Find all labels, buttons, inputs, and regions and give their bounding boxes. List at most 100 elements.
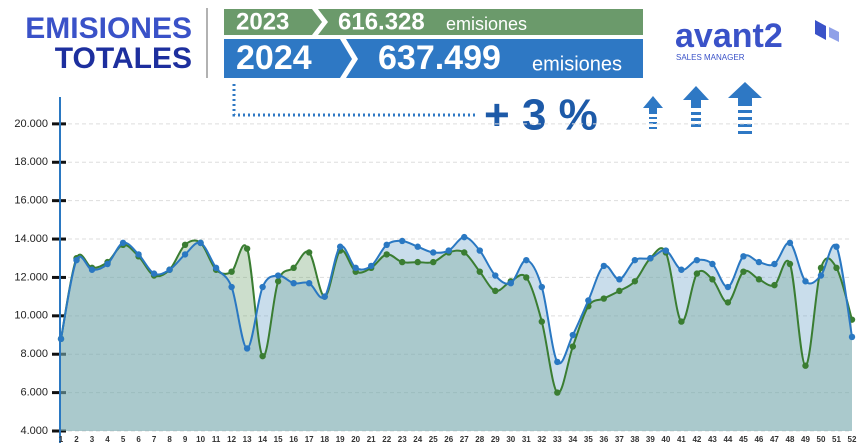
point bbox=[724, 283, 732, 291]
x-tick-label: 46 bbox=[754, 435, 763, 444]
point bbox=[104, 260, 111, 268]
badge bbox=[224, 9, 322, 35]
y-tick-label: 20.000 bbox=[14, 118, 48, 130]
x-tick-label: 39 bbox=[646, 435, 655, 444]
point bbox=[150, 270, 158, 277]
point bbox=[709, 276, 716, 283]
logo: avant2 bbox=[675, 17, 783, 55]
point bbox=[554, 389, 561, 396]
x-tick-label: 41 bbox=[677, 435, 686, 444]
point bbox=[740, 268, 747, 275]
area bbox=[61, 237, 852, 431]
point bbox=[833, 264, 840, 272]
point bbox=[73, 256, 80, 264]
point bbox=[817, 272, 825, 279]
x-tick-label: 23 bbox=[398, 435, 407, 444]
x-tick-label: 9 bbox=[183, 435, 188, 444]
x-tick-label: 49 bbox=[801, 435, 810, 444]
point bbox=[336, 243, 344, 250]
x-tick-label: 22 bbox=[382, 435, 391, 444]
point bbox=[755, 276, 763, 283]
y-tick-label: 8.000 bbox=[20, 348, 48, 360]
x-tick-label: 35 bbox=[584, 435, 593, 444]
point bbox=[678, 318, 685, 325]
unit-label: emisiones bbox=[532, 53, 622, 75]
x-tick-label: 13 bbox=[243, 435, 252, 444]
point bbox=[321, 293, 328, 300]
x-tick-label: 40 bbox=[661, 435, 670, 444]
point bbox=[290, 264, 297, 272]
point bbox=[507, 279, 514, 287]
point bbox=[616, 287, 623, 295]
point bbox=[166, 266, 173, 273]
point bbox=[600, 295, 608, 302]
point bbox=[740, 253, 747, 260]
unit-label: emisiones bbox=[446, 14, 527, 34]
year-label: 2024 bbox=[236, 39, 312, 77]
line bbox=[60, 236, 853, 365]
point bbox=[600, 262, 608, 270]
point bbox=[538, 318, 546, 325]
point bbox=[414, 258, 421, 266]
point bbox=[399, 237, 406, 245]
y-tick-label: 14.000 bbox=[14, 233, 48, 245]
x-tick-label: 43 bbox=[708, 435, 717, 444]
point bbox=[274, 272, 282, 279]
x-tick-label: 17 bbox=[305, 435, 314, 444]
point bbox=[569, 331, 577, 339]
point bbox=[554, 358, 561, 366]
x-tick-label: 2 bbox=[74, 435, 79, 444]
x-tick-label: 15 bbox=[274, 435, 283, 444]
point bbox=[786, 239, 794, 247]
y-tick-label: 4.000 bbox=[20, 425, 48, 437]
x-tick-label: 30 bbox=[506, 435, 515, 444]
x-tick-label: 52 bbox=[848, 435, 857, 444]
x-tick-label: 42 bbox=[692, 435, 701, 444]
point bbox=[631, 256, 639, 264]
point bbox=[383, 251, 390, 258]
point bbox=[616, 276, 623, 283]
x-tick-label: 11 bbox=[212, 435, 221, 444]
point bbox=[631, 278, 639, 285]
point bbox=[274, 278, 282, 285]
y-tick-label: 18.000 bbox=[14, 156, 48, 168]
point bbox=[693, 256, 701, 264]
title-line: TOTALES bbox=[55, 42, 192, 75]
total-label: 637.499 bbox=[378, 39, 501, 77]
point bbox=[476, 247, 483, 254]
x-tick-label: 24 bbox=[413, 435, 422, 444]
point bbox=[243, 345, 251, 352]
x-tick-label: 20 bbox=[351, 435, 360, 444]
area bbox=[61, 240, 852, 431]
point bbox=[367, 262, 375, 270]
point bbox=[786, 260, 794, 268]
point bbox=[538, 283, 546, 291]
connector bbox=[232, 84, 475, 117]
total-label: 616.328 bbox=[338, 8, 425, 35]
logo-mark bbox=[829, 27, 839, 42]
point bbox=[181, 251, 189, 258]
point bbox=[569, 343, 577, 350]
x-tick-label: 48 bbox=[786, 435, 795, 444]
point bbox=[523, 256, 530, 264]
point bbox=[848, 333, 856, 341]
point bbox=[259, 283, 266, 291]
x-tick-label: 32 bbox=[537, 435, 546, 444]
logo-sub: SALES MANAGER bbox=[676, 53, 745, 62]
point bbox=[430, 249, 437, 256]
point bbox=[430, 258, 437, 266]
x-tick-label: 3 bbox=[90, 435, 95, 444]
x-tick-label: 26 bbox=[444, 435, 453, 444]
x-tick-label: 31 bbox=[522, 435, 531, 444]
point bbox=[817, 264, 825, 272]
point bbox=[709, 260, 716, 268]
point bbox=[352, 264, 359, 272]
x-tick-label: 45 bbox=[739, 435, 748, 444]
point bbox=[228, 283, 235, 291]
x-tick-label: 51 bbox=[832, 435, 841, 444]
point bbox=[585, 297, 592, 304]
point bbox=[399, 258, 406, 266]
point bbox=[383, 241, 390, 249]
arrows bbox=[643, 82, 762, 134]
point bbox=[243, 245, 251, 252]
